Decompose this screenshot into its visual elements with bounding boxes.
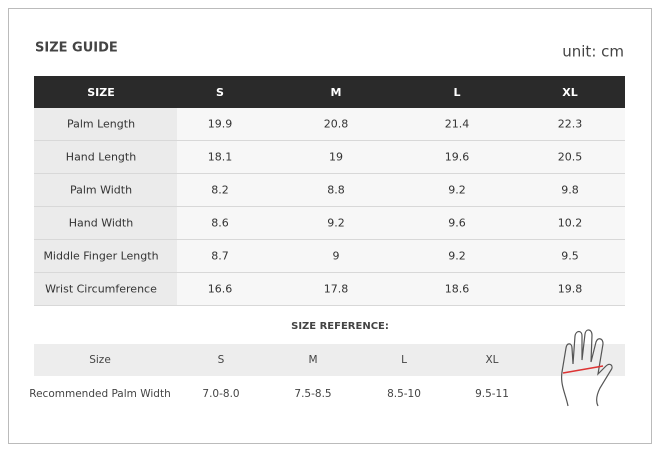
reference-cell: L [401, 354, 407, 366]
row-label: Palm Width [70, 184, 132, 197]
row-bg [177, 207, 625, 240]
table-header-bg [34, 76, 625, 108]
cell: 8.6 [211, 217, 229, 230]
reference-cell: 9.5-11 [475, 388, 509, 400]
reference-label: Recommended Palm Width [29, 388, 170, 400]
row-label-bg [34, 174, 177, 207]
row-bg [177, 240, 625, 273]
unit: unit: cm [562, 43, 624, 61]
row-label: Hand Length [66, 151, 136, 164]
row-label-bg [34, 108, 177, 141]
row-bg [177, 141, 625, 174]
reference-cell: XL [485, 354, 498, 366]
cell: 9.2 [327, 217, 345, 230]
reference-cell: M [308, 354, 317, 366]
cell: 8.8 [327, 184, 345, 197]
reference-label: Size [89, 354, 111, 366]
cell: 19.6 [445, 151, 470, 164]
row-label-bg [34, 240, 177, 273]
row-bg [177, 108, 625, 141]
reference-cell: 7.0-8.0 [202, 388, 239, 400]
reference-cell: 7.5-8.5 [294, 388, 331, 400]
row-label: Middle Finger Length [43, 250, 158, 263]
reference-cell: 8.5-10 [387, 388, 421, 400]
cell: 18.1 [208, 151, 233, 164]
cell: 9 [333, 250, 340, 263]
cell: 9.6 [448, 217, 466, 230]
cell: 9.5 [561, 250, 579, 263]
cell: 8.2 [211, 184, 229, 197]
column-header: XL [562, 86, 578, 99]
cell: 19 [329, 151, 343, 164]
cell: 8.7 [211, 250, 229, 263]
cell: 21.4 [445, 118, 470, 131]
cell: 20.5 [558, 151, 583, 164]
cell: 20.8 [324, 118, 349, 131]
row-label: Palm Length [67, 118, 135, 131]
column-header: SIZE [87, 86, 115, 99]
cell: 9.2 [448, 250, 466, 263]
cell: 17.8 [324, 283, 349, 296]
cell: 10.2 [558, 217, 583, 230]
cell: 9.2 [448, 184, 466, 197]
cell: 22.3 [558, 118, 583, 131]
reference-header-bg [34, 344, 625, 376]
reference-title: SIZE REFERENCE: [291, 321, 389, 332]
column-header: L [453, 86, 460, 99]
cell: 19.8 [558, 283, 583, 296]
column-header: S [216, 86, 224, 99]
cell: 9.8 [561, 184, 579, 197]
row-label-bg [34, 207, 177, 240]
title: SIZE GUIDE [35, 41, 118, 56]
row-bg [177, 273, 625, 306]
hand-icon [561, 329, 613, 407]
cell: 16.6 [208, 283, 233, 296]
cell: 19.9 [208, 118, 233, 131]
row-bg [177, 174, 625, 207]
row-label-bg [34, 141, 177, 174]
row-label: Wrist Circumference [45, 283, 157, 296]
reference-cell: S [218, 354, 225, 366]
column-header: M [331, 86, 342, 99]
row-label-bg [34, 273, 177, 306]
cell: 18.6 [445, 283, 470, 296]
row-label: Hand Width [69, 217, 133, 230]
